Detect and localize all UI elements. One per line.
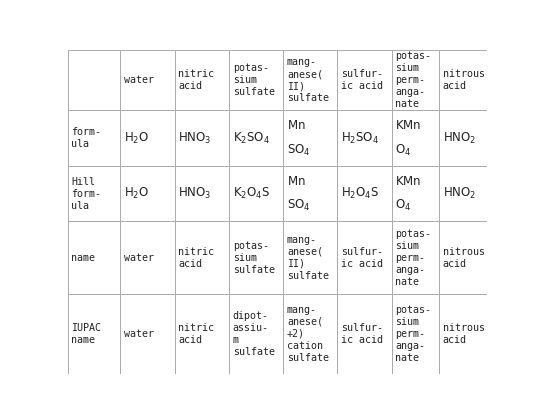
Text: mang-
anese(
II)
sulfate: mang- anese( II) sulfate — [287, 58, 329, 103]
Text: water: water — [124, 252, 154, 262]
Text: nitric
acid: nitric acid — [179, 323, 214, 345]
Text: sulfur-
ic acid: sulfur- ic acid — [341, 247, 383, 268]
Text: potas-
sium
sulfate: potas- sium sulfate — [233, 63, 275, 97]
Text: form-
ula: form- ula — [71, 127, 102, 149]
Text: nitric
acid: nitric acid — [179, 69, 214, 92]
Text: name: name — [71, 252, 96, 262]
Text: $\mathrm{SO_4}$: $\mathrm{SO_4}$ — [287, 198, 311, 213]
Text: $\mathrm{HNO_3}$: $\mathrm{HNO_3}$ — [179, 131, 212, 146]
Text: nitric
acid: nitric acid — [179, 247, 214, 268]
Bar — [338, 166, 392, 221]
Text: $\mathrm{Mn}$: $\mathrm{Mn}$ — [287, 119, 306, 132]
Text: $\mathrm{HNO_2}$: $\mathrm{HNO_2}$ — [443, 131, 476, 146]
Text: potas-
sium
perm-
anga-
nate: potas- sium perm- anga- nate — [395, 305, 432, 363]
Bar — [120, 110, 175, 166]
Bar — [338, 221, 392, 294]
Bar — [283, 110, 338, 166]
Text: $\mathrm{O_4}$: $\mathrm{O_4}$ — [395, 143, 412, 158]
Text: nitrous
acid: nitrous acid — [443, 323, 485, 345]
Bar — [68, 294, 120, 374]
Bar — [229, 166, 283, 221]
Bar — [439, 166, 487, 221]
Bar — [338, 110, 392, 166]
Bar — [338, 294, 392, 374]
Bar — [229, 50, 283, 110]
Text: $\mathrm{H_2SO_4}$: $\mathrm{H_2SO_4}$ — [341, 131, 379, 146]
Bar — [229, 110, 283, 166]
Bar — [68, 110, 120, 166]
Text: sulfur-
ic acid: sulfur- ic acid — [341, 323, 383, 345]
Text: nitrous
acid: nitrous acid — [443, 69, 485, 92]
Text: water: water — [124, 76, 154, 85]
Bar — [68, 221, 120, 294]
Text: nitrous
acid: nitrous acid — [443, 247, 485, 268]
Bar — [392, 294, 439, 374]
Text: IUPAC
name: IUPAC name — [71, 323, 102, 345]
Bar — [439, 221, 487, 294]
Bar — [175, 294, 229, 374]
Bar — [120, 166, 175, 221]
Bar — [68, 50, 120, 110]
Text: water: water — [124, 329, 154, 339]
Text: $\mathrm{H_2O}$: $\mathrm{H_2O}$ — [124, 186, 149, 201]
Bar — [283, 166, 338, 221]
Bar — [229, 294, 283, 374]
Text: mang-
anese(
II)
sulfate: mang- anese( II) sulfate — [287, 234, 329, 281]
Bar — [338, 50, 392, 110]
Bar — [283, 294, 338, 374]
Bar — [120, 221, 175, 294]
Text: potas-
sium
perm-
anga-
nate: potas- sium perm- anga- nate — [395, 228, 432, 286]
Text: $\mathrm{SO_4}$: $\mathrm{SO_4}$ — [287, 143, 311, 158]
Text: $\mathrm{H_2O}$: $\mathrm{H_2O}$ — [124, 131, 149, 146]
Bar — [175, 50, 229, 110]
Bar — [392, 110, 439, 166]
Text: $\mathrm{H_2O_4S}$: $\mathrm{H_2O_4S}$ — [341, 186, 379, 201]
Bar — [68, 166, 120, 221]
Bar — [439, 50, 487, 110]
Text: $\mathrm{KMn}$: $\mathrm{KMn}$ — [395, 119, 422, 132]
Bar — [229, 221, 283, 294]
Bar — [392, 166, 439, 221]
Text: $\mathrm{KMn}$: $\mathrm{KMn}$ — [395, 175, 422, 188]
Bar — [439, 294, 487, 374]
Text: $\mathrm{O_4}$: $\mathrm{O_4}$ — [395, 198, 412, 213]
Bar — [120, 50, 175, 110]
Text: potas-
sium
sulfate: potas- sium sulfate — [233, 241, 275, 275]
Bar — [175, 110, 229, 166]
Bar — [392, 221, 439, 294]
Bar — [283, 221, 338, 294]
Bar — [283, 50, 338, 110]
Text: mang-
anese(
+2)
cation
sulfate: mang- anese( +2) cation sulfate — [287, 305, 329, 363]
Bar — [175, 221, 229, 294]
Text: sulfur-
ic acid: sulfur- ic acid — [341, 69, 383, 92]
Text: $\mathrm{K_2SO_4}$: $\mathrm{K_2SO_4}$ — [233, 131, 270, 146]
Text: $\mathrm{K_2O_4S}$: $\mathrm{K_2O_4S}$ — [233, 186, 270, 201]
Bar — [392, 50, 439, 110]
Bar — [120, 294, 175, 374]
Text: $\mathrm{Mn}$: $\mathrm{Mn}$ — [287, 175, 306, 188]
Bar — [439, 110, 487, 166]
Bar — [175, 166, 229, 221]
Text: $\mathrm{HNO_3}$: $\mathrm{HNO_3}$ — [179, 186, 212, 201]
Text: Hill
form-
ula: Hill form- ula — [71, 177, 102, 210]
Text: $\mathrm{HNO_2}$: $\mathrm{HNO_2}$ — [443, 186, 476, 201]
Text: dipot-
assiu-
m
sulfate: dipot- assiu- m sulfate — [233, 311, 275, 357]
Text: potas-
sium
perm-
anga-
nate: potas- sium perm- anga- nate — [395, 51, 432, 110]
